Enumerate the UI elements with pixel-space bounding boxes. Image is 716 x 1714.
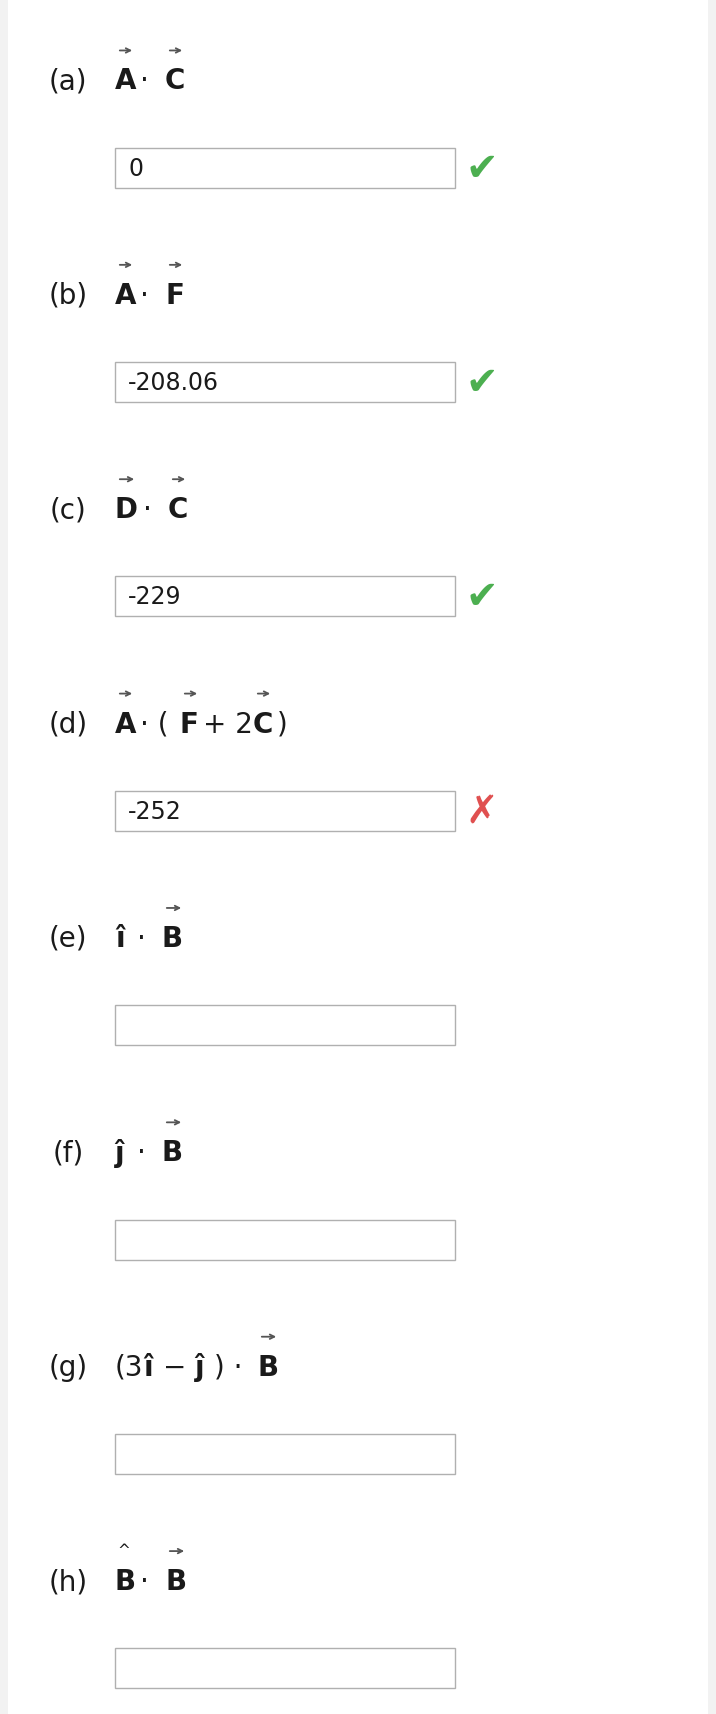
Text: ·: ·	[140, 281, 149, 310]
Text: −: −	[163, 1352, 186, 1381]
Text: · (: · (	[140, 710, 168, 739]
Text: (b): (b)	[49, 281, 87, 310]
Text: (a): (a)	[49, 67, 87, 96]
Bar	[115, 1220, 455, 1260]
Text: 0: 0	[128, 156, 143, 180]
Text: B: B	[162, 1138, 183, 1167]
Text: ·: ·	[137, 1138, 146, 1167]
Text: ĵ: ĵ	[115, 1138, 125, 1167]
Bar	[115, 1435, 455, 1474]
Text: ·: ·	[140, 1567, 149, 1596]
Bar	[115, 792, 455, 831]
Text: (e): (e)	[49, 924, 87, 953]
Text: B: B	[257, 1352, 278, 1381]
Text: ·: ·	[137, 924, 146, 953]
Text: C: C	[168, 495, 188, 524]
Text: -252: -252	[128, 799, 182, 823]
Text: (d): (d)	[49, 710, 87, 739]
Text: (f): (f)	[52, 1138, 84, 1167]
Text: (c): (c)	[49, 495, 87, 524]
Text: -208.06: -208.06	[128, 370, 219, 394]
Text: -229: -229	[128, 584, 181, 608]
Text: B: B	[162, 924, 183, 953]
Text: A: A	[115, 67, 137, 96]
Bar	[115, 149, 455, 189]
Text: ) ·: ) ·	[214, 1352, 243, 1381]
Bar	[115, 1006, 455, 1046]
Text: F: F	[165, 281, 184, 310]
Text: (3: (3	[115, 1352, 143, 1381]
Text: ✗: ✗	[465, 792, 498, 830]
Text: A: A	[115, 281, 137, 310]
Text: ^: ^	[117, 1543, 130, 1558]
Text: î: î	[143, 1352, 153, 1381]
Text: + 2: + 2	[203, 710, 253, 739]
Text: (g): (g)	[49, 1352, 87, 1381]
Text: F: F	[180, 710, 199, 739]
Text: ĵ: ĵ	[195, 1352, 205, 1381]
Text: ✔: ✔	[465, 578, 498, 615]
Bar	[115, 578, 455, 617]
Text: A: A	[115, 710, 137, 739]
Text: ·: ·	[140, 67, 149, 96]
Text: î: î	[115, 924, 125, 953]
Text: ✔: ✔	[465, 363, 498, 401]
Text: B: B	[165, 1567, 186, 1596]
Text: C: C	[165, 67, 185, 96]
Bar	[115, 363, 455, 403]
Text: (h): (h)	[49, 1567, 87, 1596]
Text: ·: ·	[143, 495, 152, 524]
Bar	[115, 1649, 455, 1688]
Text: ): )	[277, 710, 288, 739]
Text: D: D	[115, 495, 138, 524]
Text: ✔: ✔	[465, 149, 498, 187]
Text: B: B	[115, 1567, 136, 1596]
Text: C: C	[253, 710, 274, 739]
